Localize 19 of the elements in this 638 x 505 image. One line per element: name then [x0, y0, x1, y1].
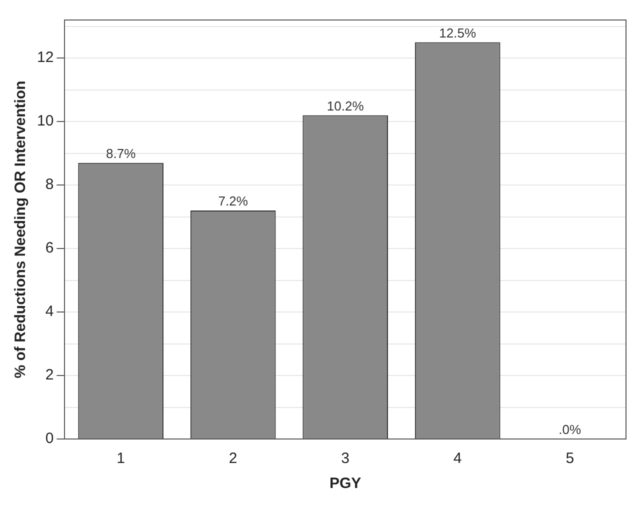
y-tick-label: 10	[36, 112, 54, 130]
data-label: 7.2%	[218, 194, 248, 209]
data-label: 10.2%	[326, 98, 364, 114]
y-tick-label: 2	[45, 366, 54, 384]
x-tick-label: 5	[566, 450, 574, 468]
x-axis-title: PGY	[330, 475, 362, 492]
y-axis-title: % of Reductions Needing OR Intervention	[12, 80, 30, 378]
x-tick-label: 1	[116, 450, 125, 468]
y-tick-label: 4	[45, 303, 54, 320]
data-label: 8.7%	[106, 146, 136, 161]
x-tick-label: 4	[453, 450, 462, 468]
y-tick-label: 8	[45, 176, 54, 194]
y-tick-label: 12	[36, 49, 54, 66]
data-label: .0%	[558, 422, 582, 438]
x-tick-label: 3	[341, 450, 350, 468]
y-tick-label: 6	[45, 240, 54, 257]
x-tick-label: 2	[228, 450, 238, 468]
y-tick-label: 0	[45, 430, 54, 448]
data-label: 12.5%	[439, 25, 476, 40]
